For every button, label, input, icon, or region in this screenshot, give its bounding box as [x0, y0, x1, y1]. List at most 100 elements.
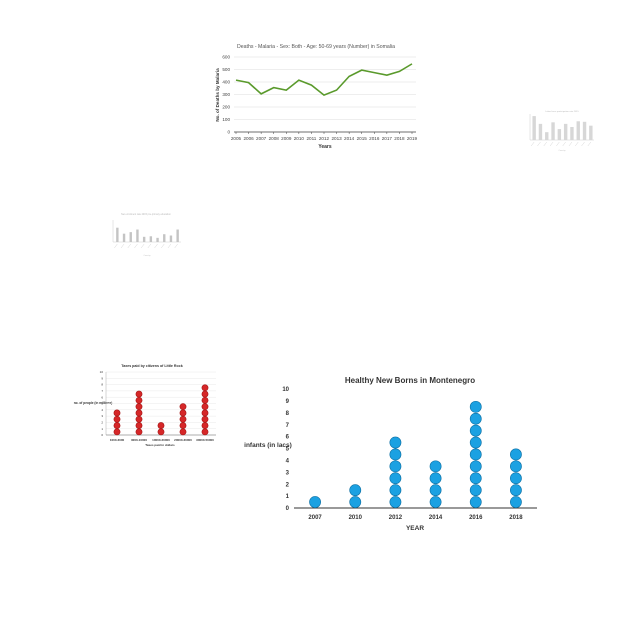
data-dot — [201, 403, 209, 411]
data-dot — [429, 472, 442, 485]
x-tick-label: 2015 — [357, 136, 368, 141]
data-dot — [389, 448, 402, 461]
chart-title: Labor force participation rate 2015 — [545, 110, 579, 113]
bar — [122, 233, 126, 242]
data-dot — [201, 390, 209, 398]
data-dot — [469, 424, 482, 437]
x-tick-label: 2006 — [243, 136, 254, 141]
y-axis-label: no. of people (in millions) — [74, 401, 113, 405]
data-dot — [510, 496, 522, 508]
x-axis-label: Taxes paid in dollars — [145, 443, 175, 447]
x-tick-label: 2007 — [308, 515, 322, 521]
data-dot — [201, 384, 209, 392]
y-tick-label: 0 — [101, 433, 103, 437]
data-dot — [135, 390, 143, 398]
x-tick-label-mark — [161, 243, 165, 249]
x-tick-label-mark — [581, 141, 585, 147]
data-dot — [201, 415, 209, 423]
data-dot — [389, 484, 402, 497]
bar — [551, 122, 555, 140]
bar — [163, 234, 166, 242]
x-tick-label-mark — [167, 243, 172, 249]
bar — [116, 227, 119, 242]
x-tick-label-mark — [543, 141, 547, 147]
x-tick-label: 2005 — [231, 136, 242, 141]
chart-title: Taxes paid by citizens of Little Rock — [121, 364, 182, 368]
x-tick-label-mark — [537, 141, 541, 147]
data-dot — [135, 422, 143, 429]
data-dot — [179, 428, 187, 436]
bar — [582, 121, 587, 140]
x-tick-label: 1000-3000 — [110, 438, 125, 442]
x-tick-label-mark — [154, 243, 158, 249]
data-dot — [389, 496, 402, 508]
bar — [169, 235, 173, 242]
x-tick-label-mark — [562, 141, 566, 147]
x-tick-label: 2009 — [281, 136, 292, 141]
x-tick-label: 2018 — [509, 515, 523, 521]
data-dot — [469, 472, 482, 485]
data-dot — [429, 484, 442, 497]
data-dot — [179, 422, 187, 429]
x-axis-label: Country — [143, 254, 150, 257]
x-tick-label: 2018 — [394, 136, 405, 141]
chart-healthy-newborns: Healthy New Borns in Montenegro infants … — [244, 376, 537, 532]
bar — [563, 123, 568, 140]
y-tick-label: 3 — [286, 470, 290, 476]
data-dot — [349, 484, 362, 497]
x-tick-label-mark — [120, 243, 125, 249]
y-tick-label: 9 — [286, 399, 290, 405]
data-dot — [135, 403, 143, 411]
y-tick-label: 100 — [222, 117, 230, 122]
x-tick-label-mark — [140, 243, 145, 249]
bar — [142, 236, 146, 242]
x-tick-label-mark — [549, 141, 554, 147]
x-tick-label: 2017 — [382, 136, 393, 141]
y-tick-label: 500 — [222, 67, 230, 72]
y-tick-label: 4 — [101, 408, 103, 412]
bar — [557, 129, 562, 140]
data-dot — [510, 448, 522, 461]
y-tick-label: 300 — [222, 92, 230, 97]
y-tick-label: 5 — [286, 447, 290, 453]
y-axis-label-text: infants (in lacs) — [244, 442, 292, 449]
x-tick-label: 10000-20000 — [152, 438, 170, 442]
bar — [149, 236, 153, 242]
data-dot — [179, 415, 187, 423]
data-dot — [469, 460, 482, 473]
y-tick-label: 6 — [101, 395, 103, 399]
y-tick-label: 1 — [286, 494, 290, 500]
y-tick-label: 0 — [286, 506, 290, 512]
x-tick-label: 2016 — [369, 136, 380, 141]
x-tick-label-mark — [556, 141, 560, 147]
y-tick-label: 1 — [101, 427, 103, 431]
y-tick-label: 7 — [286, 423, 290, 429]
data-dot — [135, 415, 143, 423]
chart-title: Deaths - Malaria - Sex: Both - Age: 50-6… — [237, 44, 395, 50]
chart-faint-bars-left: Net enrolment rate 2015 pre-primary educ… — [112, 213, 181, 257]
y-tick-label: 3 — [101, 414, 103, 418]
y-tick-label: 8 — [286, 411, 290, 417]
y-tick-label: 0 — [227, 130, 230, 135]
chart-malaria-deaths: Deaths - Malaria - Sex: Both - Age: 50-6… — [215, 44, 418, 150]
chart-faint-bars-right: Labor force participation rate 2015 Coun… — [529, 110, 594, 152]
y-tick-label: 5 — [101, 402, 103, 406]
bar — [129, 232, 132, 242]
y-tick-label: 10 — [282, 387, 289, 393]
y-tick-label: 2 — [286, 482, 290, 488]
bar — [570, 127, 574, 140]
data-dot — [113, 415, 121, 423]
data-dot — [429, 496, 442, 508]
y-tick-label: 10 — [100, 370, 104, 374]
data-dot — [201, 396, 209, 404]
data-dot — [113, 428, 121, 436]
data-dot — [510, 484, 522, 497]
data-dot — [113, 409, 121, 417]
y-tick-label: 2 — [101, 420, 103, 424]
data-dot — [469, 400, 482, 413]
x-tick-label: 3000-10000 — [131, 438, 147, 442]
data-dot — [469, 448, 482, 461]
data-dot — [469, 436, 482, 449]
y-tick-label: 600 — [222, 55, 230, 60]
x-axis-label: Years — [318, 144, 332, 150]
